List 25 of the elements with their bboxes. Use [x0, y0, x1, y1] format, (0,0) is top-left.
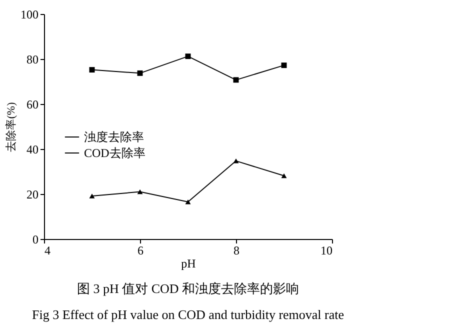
caption: Fig 3 Effect of pH value on COD and turbidity removal rate	[32, 307, 344, 322]
y-axis-title: 去除率(%)	[4, 102, 18, 152]
y-tick-label: 100	[20, 8, 38, 22]
y-tick-label: 80	[26, 52, 38, 66]
caption: 图 3 pH 值对 COD 和浊度去除率的影响	[76, 281, 300, 296]
x-axis-title: pH	[181, 256, 196, 270]
y-tick-label: 40	[26, 142, 38, 156]
point	[185, 54, 191, 60]
point	[233, 77, 239, 83]
y-tick-label: 20	[26, 188, 38, 202]
point	[89, 194, 95, 198]
y-tick-label: 60	[26, 98, 38, 112]
point	[89, 67, 95, 73]
point	[281, 62, 287, 68]
x-tick-label: 6	[138, 244, 144, 258]
point	[233, 158, 239, 164]
x-tick-label: 8	[234, 244, 240, 258]
legend-label: COD去除率	[84, 146, 146, 160]
point	[137, 70, 143, 76]
legend-label: 浊度去除率	[84, 130, 144, 144]
x-tick-label: 4	[44, 244, 50, 258]
point	[137, 189, 143, 194]
x-tick-label: 10	[320, 244, 332, 258]
point	[281, 173, 287, 178]
y-tick-label: 0	[32, 232, 38, 246]
